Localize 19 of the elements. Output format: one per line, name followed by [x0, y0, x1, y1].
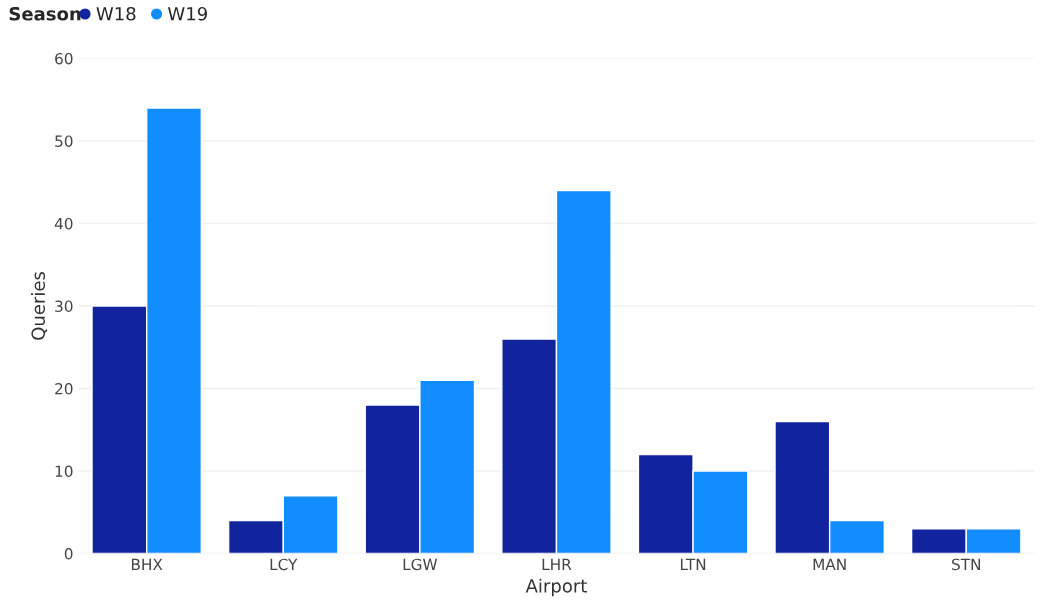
y-tick-label: 10: [55, 465, 73, 478]
y-tick-label: 50: [55, 135, 73, 147]
y-tick-label: 30: [55, 300, 73, 312]
x-tick-label: LHR: [542, 558, 572, 570]
y-tick-label: 60: [55, 52, 73, 65]
x-tick-label: STN: [952, 558, 980, 571]
x-tick-label: LCY: [270, 558, 298, 571]
x-tick-label: LGW: [403, 558, 438, 571]
x-tick-label: BHX: [131, 558, 163, 570]
y-tick-label: 20: [55, 382, 73, 395]
y-tick-label: 0: [64, 547, 73, 560]
x-tick-label: LTN: [680, 558, 706, 570]
legend-label: W18: [96, 6, 136, 21]
y-tick-label: 40: [54, 217, 73, 230]
legend-title: Season: [9, 6, 81, 21]
x-axis-title: Airport: [525, 578, 587, 597]
x-tick-label: MAN: [813, 558, 846, 570]
y-axis-title: Queries: [31, 271, 48, 340]
legend-label: W19: [167, 6, 207, 21]
